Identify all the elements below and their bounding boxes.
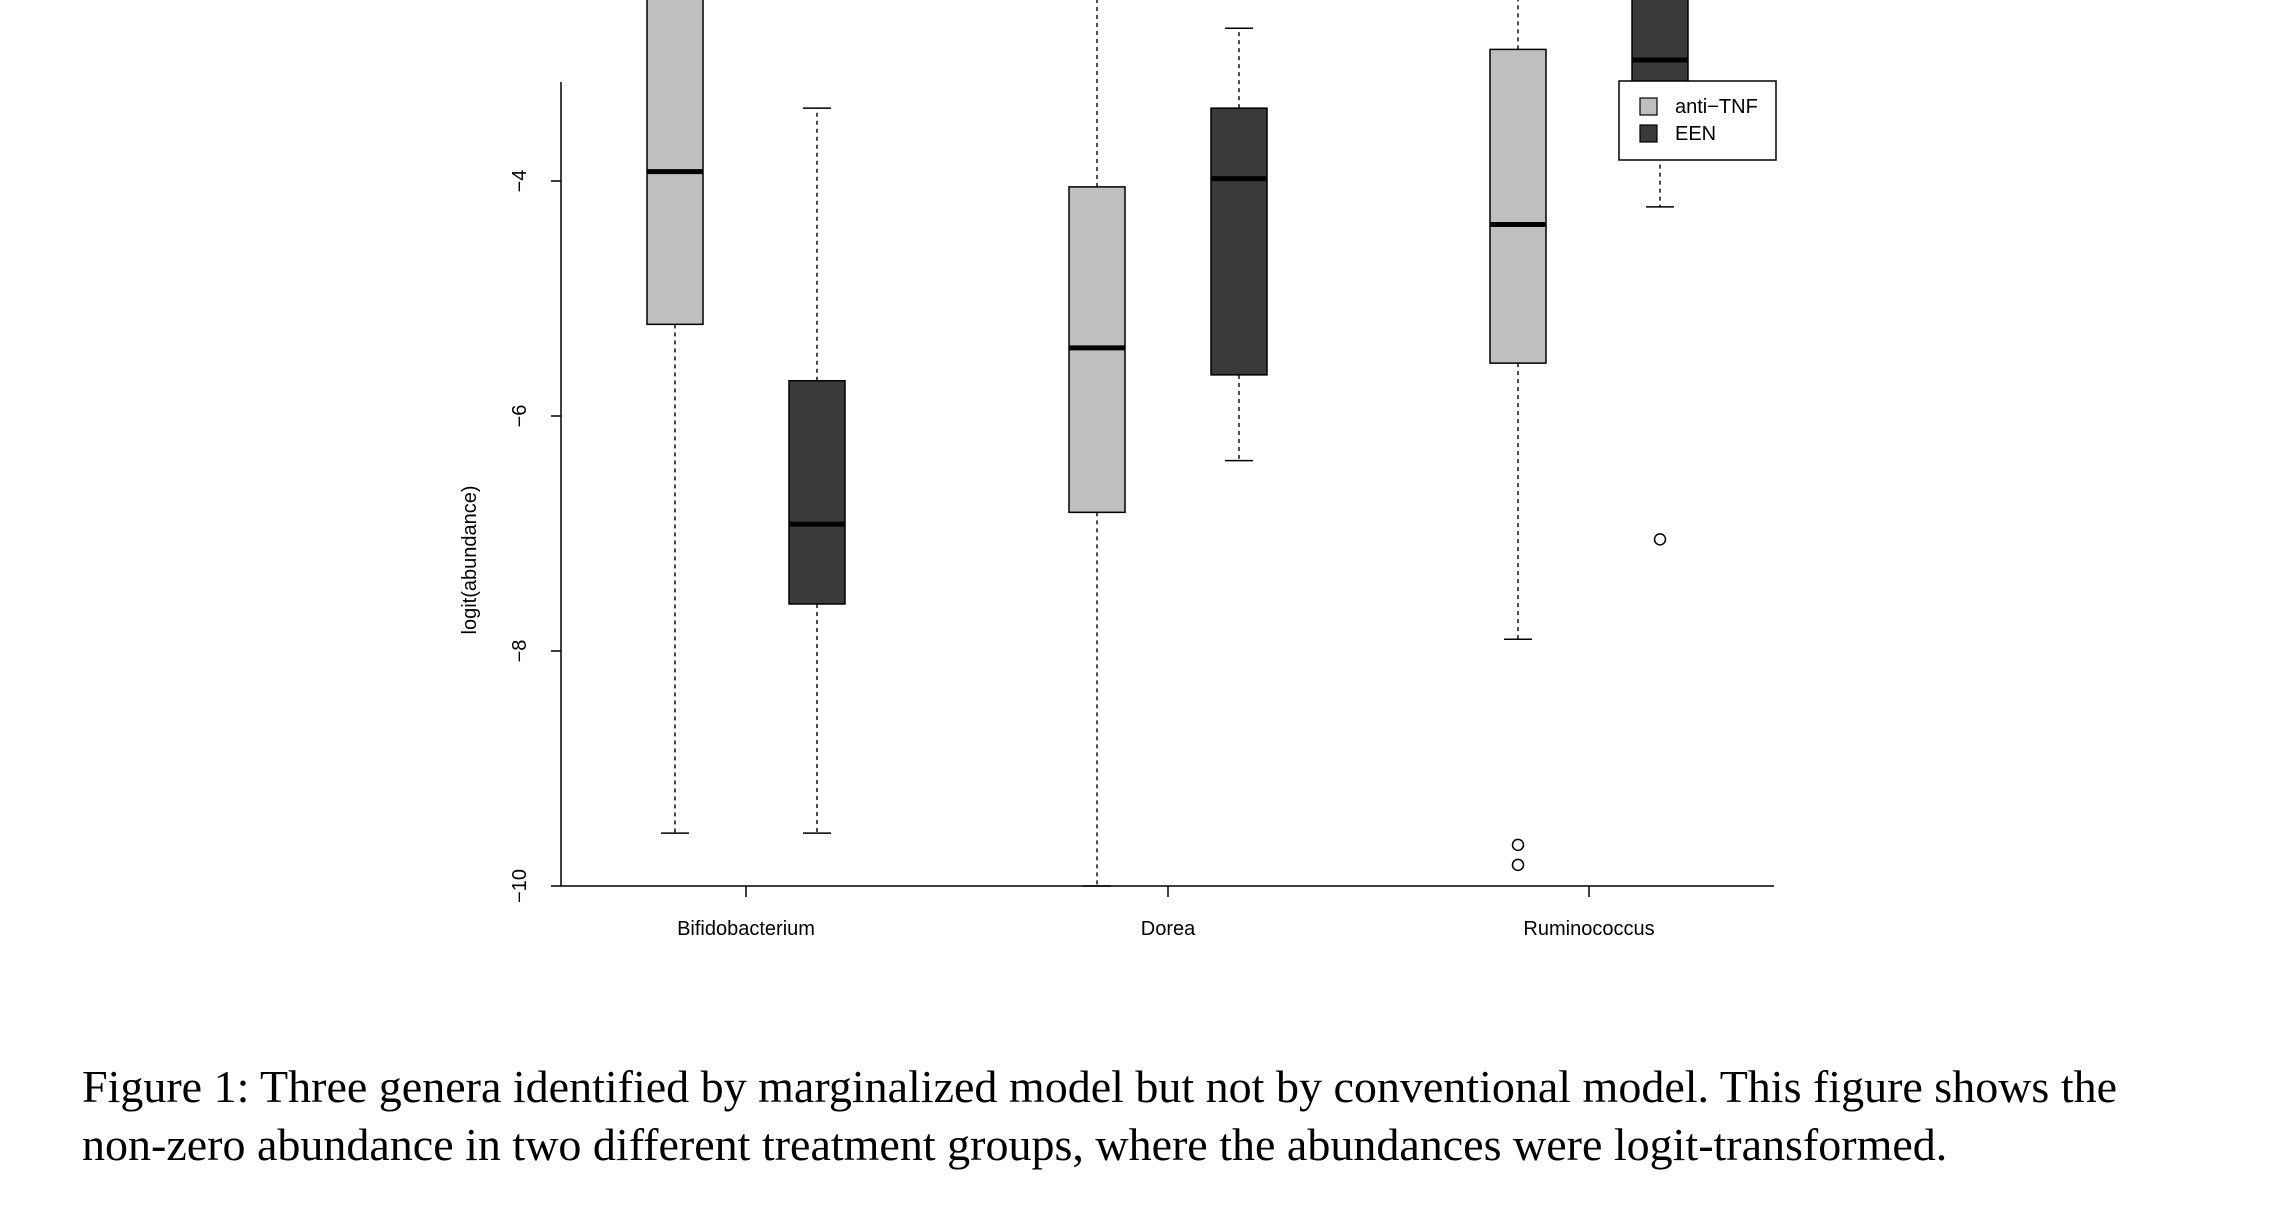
outlier-point [1653, 533, 1667, 546]
y-tick-label: −8 [509, 640, 531, 663]
box-bifidobacterium-een [788, 107, 846, 834]
x-tick-label: Dorea [1141, 918, 1196, 940]
legend: anti−TNF EEN [1618, 80, 1777, 161]
iqr-box [788, 380, 846, 605]
y-tick-label: −4 [509, 170, 531, 193]
iqr-box [1489, 48, 1547, 364]
box-ruminococcus-anti-tnf [1489, 0, 1547, 872]
x-tick-label: Bifidobacterium [677, 918, 815, 940]
boxplot-chart: −10−8−6−4−202 BifidobacteriumDoreaRumino… [459, 0, 1777, 940]
y-axis: −10−8−6−4−202 [509, 82, 562, 903]
legend-swatch [1639, 124, 1658, 143]
box-dorea-een [1210, 27, 1268, 462]
legend-swatch [1639, 97, 1658, 116]
x-tick-label: Ruminococcus [1523, 918, 1654, 940]
outlier-point [1511, 838, 1525, 852]
iqr-box [1210, 107, 1268, 376]
y-tick-label: −6 [509, 405, 531, 428]
y-tick-label: −10 [509, 869, 531, 903]
plot-area [646, 0, 1689, 887]
legend-box [1618, 80, 1777, 161]
outlier-point [1511, 858, 1525, 872]
iqr-box [646, 0, 704, 326]
box-bifidobacterium-anti-tnf [646, 0, 704, 834]
box-dorea-anti-tnf [1068, 0, 1126, 887]
legend-label: EEN [1675, 123, 1716, 145]
legend-label: anti−TNF [1675, 96, 1758, 118]
y-axis-label: logit(abundance) [459, 486, 481, 635]
x-axis: Bifidobacterium Dorea Ruminococcus [561, 885, 1774, 940]
figure-caption: Figure 1: Three genera identified by mar… [82, 1061, 2118, 1170]
